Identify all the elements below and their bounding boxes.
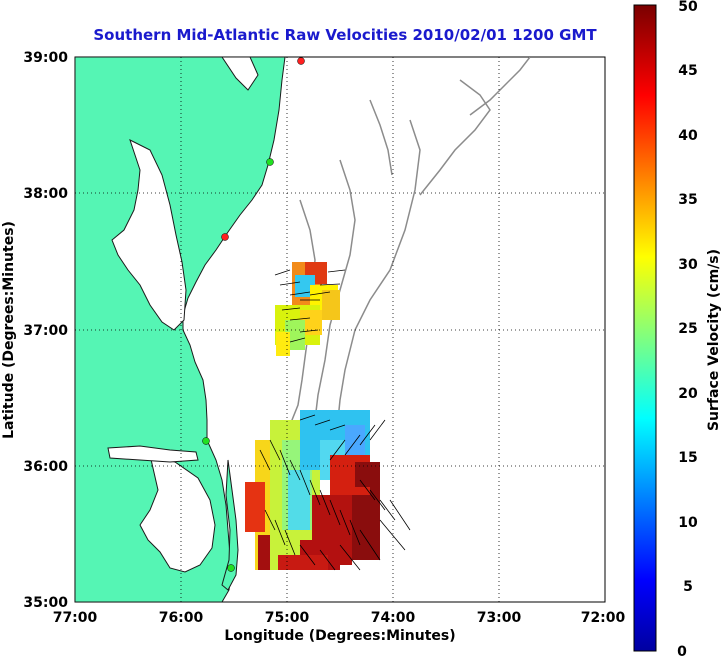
station-marker <box>202 437 210 445</box>
colorbar-ticks: 0 5 10 15 20 25 30 35 40 45 50 <box>677 0 698 659</box>
y-tick-label: 39:00 <box>23 50 68 66</box>
colorbar <box>633 4 657 652</box>
colorbar-tick-label: 5 <box>683 579 693 595</box>
station-markers <box>202 57 305 572</box>
chart-title: Southern Mid-Atlantic Raw Velocities 201… <box>93 26 597 44</box>
velocity-field-north <box>274 262 346 356</box>
colorbar-tick-label: 40 <box>678 128 698 144</box>
outer-banks <box>221 459 239 591</box>
colorbar-tick-label: 0 <box>677 644 687 659</box>
y-axis-ticks: 35:00 36:00 37:00 38:00 39:00 <box>23 50 68 611</box>
x-tick-label: 74:00 <box>371 610 416 626</box>
station-marker <box>227 564 235 572</box>
albemarle-sound <box>107 445 199 463</box>
y-axis-label: Latitude (Degrees:Minutes) <box>1 221 17 439</box>
grid-lines <box>75 57 605 602</box>
colorbar-tick-label: 10 <box>678 515 698 531</box>
colorbar-tick-label: 25 <box>678 321 697 337</box>
colorbar-tick-label: 15 <box>678 450 697 466</box>
colorbar-tick-label: 35 <box>678 192 697 208</box>
station-marker <box>221 233 229 241</box>
colorbar-label: Surface Velocity (cm/s) <box>706 249 722 431</box>
x-tick-label: 75:00 <box>265 610 310 626</box>
y-tick-label: 35:00 <box>23 595 68 611</box>
colorbar-tick-label: 50 <box>678 0 698 15</box>
x-tick-label: 76:00 <box>159 610 204 626</box>
delaware-bay <box>221 57 259 91</box>
chesapeake-bay <box>111 139 187 331</box>
pamlico-sound <box>139 454 216 573</box>
colorbar-tick-label: 45 <box>678 63 697 79</box>
y-tick-label: 38:00 <box>23 186 68 202</box>
colorbar-tick-label: 20 <box>678 386 698 402</box>
x-axis-ticks: 77:00 76:00 75:00 74:00 73:00 72:00 <box>53 610 626 626</box>
x-tick-label: 73:00 <box>477 610 522 626</box>
x-axis-label: Longitude (Degrees:Minutes) <box>224 628 455 644</box>
colorbar-tick-label: 30 <box>678 257 698 273</box>
x-tick-label: 72:00 <box>581 610 626 626</box>
y-tick-label: 37:00 <box>23 323 68 339</box>
y-tick-label: 36:00 <box>23 459 68 475</box>
velocity-field-south <box>245 410 411 571</box>
station-marker <box>266 158 274 166</box>
station-marker <box>297 57 305 65</box>
x-tick-label: 77:00 <box>53 610 98 626</box>
